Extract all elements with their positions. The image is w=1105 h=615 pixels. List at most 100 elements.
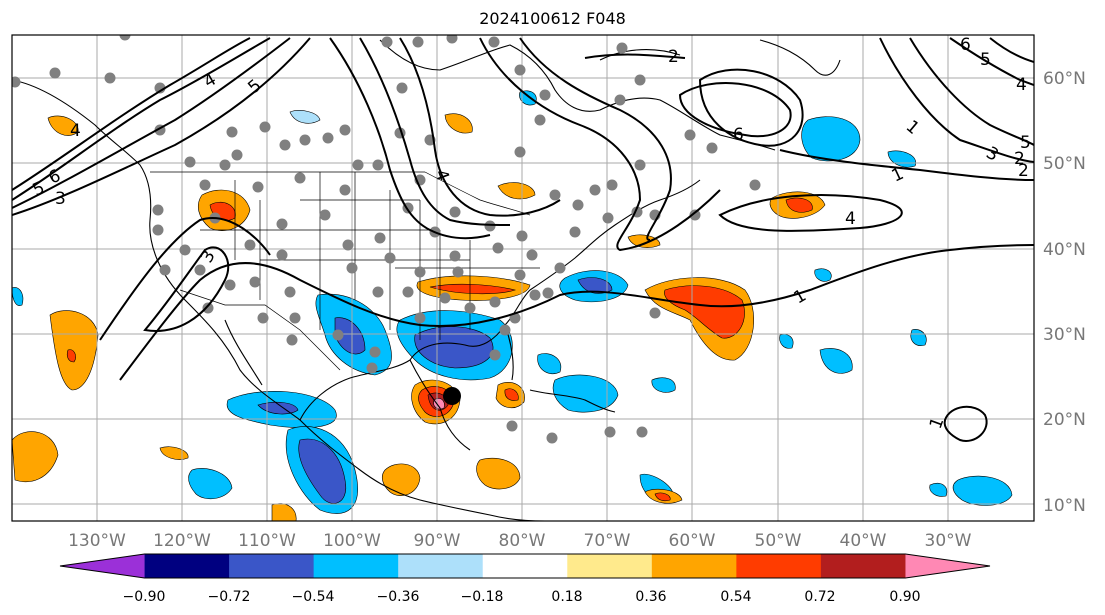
anomaly-blob bbox=[664, 285, 745, 339]
station-marker bbox=[226, 126, 238, 138]
storm-center-marker bbox=[443, 387, 461, 405]
station-marker bbox=[439, 292, 451, 304]
lon-label: 100°W bbox=[323, 531, 381, 551]
lat-label: 10°N bbox=[1043, 496, 1086, 516]
station-marker bbox=[749, 179, 761, 191]
anomaly-blob bbox=[298, 438, 347, 504]
anomaly-blob bbox=[651, 377, 676, 393]
colorbar bbox=[59, 553, 991, 579]
map-frame bbox=[11, 34, 1035, 522]
anomaly-blob bbox=[627, 234, 661, 248]
station-marker bbox=[154, 82, 166, 94]
station-marker bbox=[684, 129, 696, 141]
lat-label: 30°N bbox=[1043, 325, 1086, 345]
colorbar-segment bbox=[482, 554, 568, 578]
station-marker bbox=[546, 432, 558, 444]
station-marker bbox=[514, 269, 526, 281]
station-marker bbox=[569, 226, 581, 238]
station-marker bbox=[342, 239, 354, 251]
station-marker bbox=[159, 264, 171, 276]
station-marker bbox=[346, 262, 358, 274]
colorbar-segment bbox=[398, 554, 484, 578]
station-marker bbox=[252, 181, 264, 193]
station-marker bbox=[244, 239, 256, 251]
station-marker bbox=[484, 220, 496, 232]
station-marker bbox=[549, 189, 561, 201]
anomaly-blob bbox=[910, 329, 927, 346]
colorbar-segment bbox=[144, 554, 230, 578]
station-marker bbox=[464, 302, 476, 314]
station-marker bbox=[202, 302, 214, 314]
station-marker bbox=[706, 142, 718, 154]
station-marker bbox=[276, 249, 288, 261]
colorbar-segment bbox=[567, 554, 653, 578]
longitude-labels: 130°W 120°W 110°W 100°W 90°W 80°W 70°W 6… bbox=[68, 531, 972, 551]
station-marker bbox=[352, 159, 364, 171]
station-marker bbox=[414, 312, 426, 324]
anomaly-blob bbox=[47, 115, 79, 136]
station-marker bbox=[649, 307, 661, 319]
latitude-labels: 60°N 50°N 40°N 30°N 20°N 10°N bbox=[1043, 69, 1086, 516]
station-marker bbox=[179, 244, 191, 256]
station-marker bbox=[602, 212, 614, 224]
anomaly-blob bbox=[476, 457, 521, 490]
station-marker bbox=[489, 296, 501, 308]
anomaly-blob bbox=[819, 348, 853, 374]
station-marker bbox=[506, 420, 518, 432]
lat-label: 50°N bbox=[1043, 154, 1086, 174]
lon-label: 80°W bbox=[499, 531, 546, 551]
colorbar-extend-low bbox=[60, 554, 145, 578]
station-marker bbox=[606, 179, 618, 191]
station-marker bbox=[604, 426, 616, 438]
colorbar-label: 0.18 bbox=[551, 589, 582, 605]
anomaly-blob bbox=[334, 317, 366, 355]
station-marker bbox=[446, 35, 458, 44]
map-title: 2024100612 F048 bbox=[479, 9, 626, 28]
contour-label: 6 bbox=[733, 125, 744, 145]
station-marker bbox=[412, 36, 424, 48]
colorbar-extend-high bbox=[905, 554, 990, 578]
station-marker bbox=[449, 250, 461, 262]
anomaly-blob bbox=[537, 353, 562, 375]
lon-label: 50°W bbox=[755, 531, 802, 551]
anomaly-blob bbox=[929, 482, 948, 497]
station-marker bbox=[152, 204, 164, 216]
station-marker bbox=[276, 218, 288, 230]
colorbar-labels: −0.90 −0.72 −0.54 −0.36 −0.18 0.18 0.36 … bbox=[123, 589, 921, 605]
station-marker bbox=[257, 312, 269, 324]
lat-label: 40°N bbox=[1043, 240, 1086, 260]
colorbar-segment bbox=[229, 554, 315, 578]
anomaly-blob bbox=[497, 182, 536, 200]
lon-label: 90°W bbox=[414, 531, 461, 551]
station-marker bbox=[616, 42, 628, 54]
station-marker bbox=[514, 64, 526, 76]
station-marker bbox=[374, 232, 386, 244]
station-marker bbox=[488, 36, 500, 48]
anomaly-blob bbox=[779, 333, 794, 349]
lon-label: 30°W bbox=[925, 531, 972, 551]
station-marker bbox=[231, 149, 243, 161]
station-marker bbox=[322, 132, 334, 144]
station-marker bbox=[339, 124, 351, 136]
station-marker bbox=[402, 286, 414, 298]
station-marker bbox=[414, 266, 426, 278]
station-marker bbox=[492, 242, 504, 254]
station-marker bbox=[449, 206, 461, 218]
anomaly-blob bbox=[12, 431, 59, 483]
station-marker bbox=[689, 209, 701, 221]
station-marker bbox=[289, 312, 301, 324]
station-marker bbox=[119, 35, 131, 41]
colorbar-label: −0.72 bbox=[208, 589, 251, 605]
lat-label: 60°N bbox=[1043, 69, 1086, 89]
station-marker bbox=[194, 264, 206, 276]
colorbar-segment bbox=[313, 554, 399, 578]
anomaly-blob bbox=[504, 388, 519, 401]
station-marker bbox=[366, 362, 378, 374]
lat-label: 20°N bbox=[1043, 410, 1086, 430]
contour-label: 4 bbox=[845, 209, 856, 229]
anomaly-blob bbox=[801, 116, 861, 162]
station-marker bbox=[279, 139, 291, 151]
colorbar-label: −0.18 bbox=[461, 589, 504, 605]
station-marker bbox=[589, 184, 601, 196]
